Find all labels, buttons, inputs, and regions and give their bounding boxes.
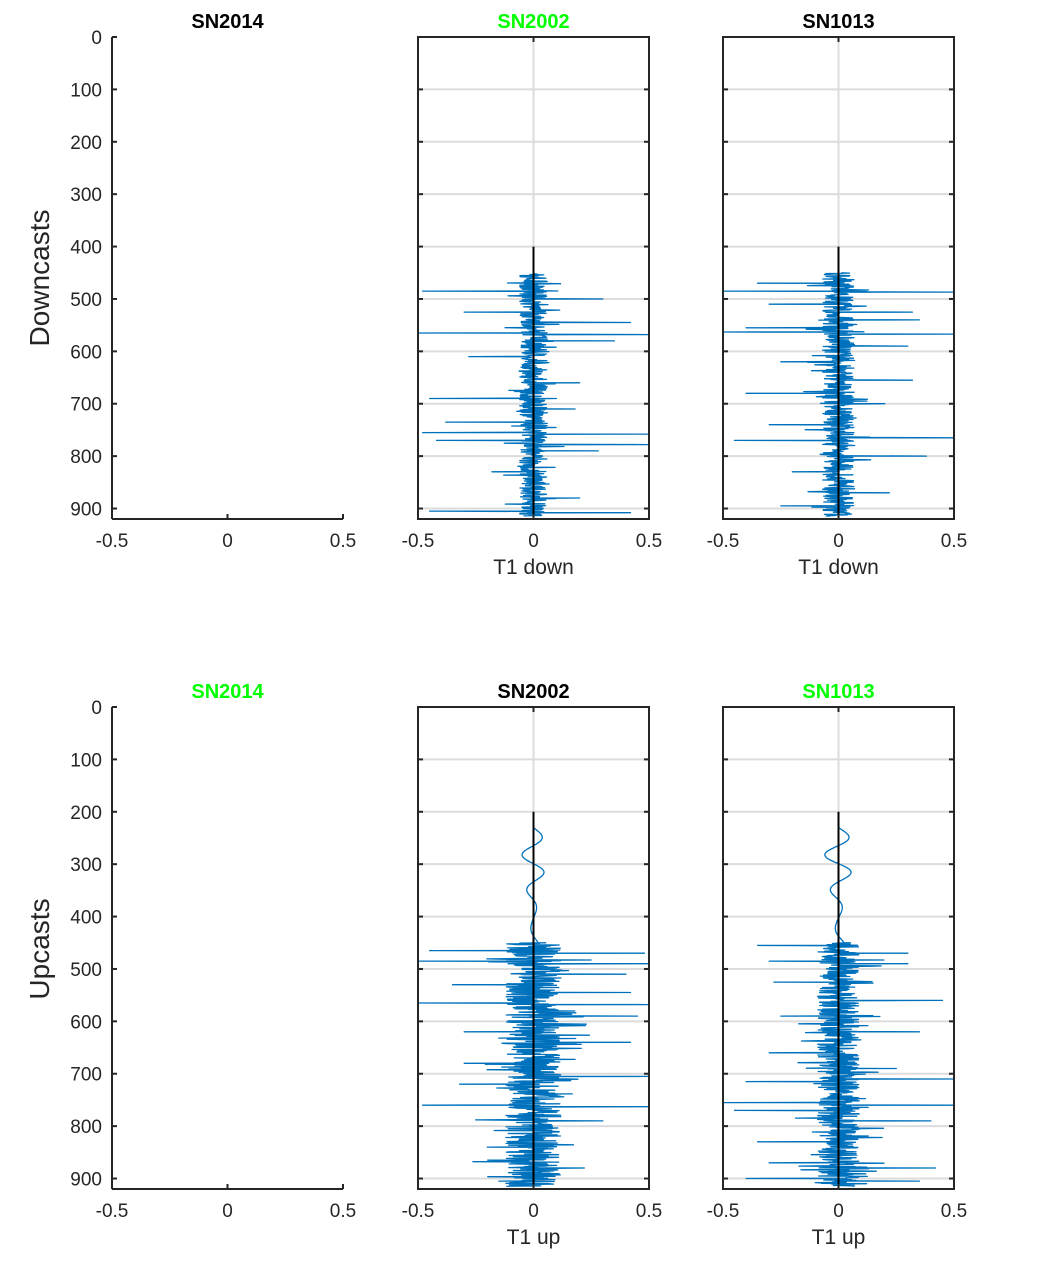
x-tick-label: 0 (222, 531, 233, 552)
panels: SN2014 0 100 200 300 400 500 600 700 800 900 -0.5 0 0… (70, 11, 967, 1249)
x-tick-label: -0.5 (707, 531, 740, 552)
y-tick-label: 900 (70, 1170, 102, 1191)
x-tick-label: -0.5 (402, 1201, 435, 1222)
row-label-upcasts: Upcasts (24, 898, 55, 999)
x-tick-label: 0.5 (330, 531, 356, 552)
panel-1-2: SN1013 -0.5 0 0.5 T1 up (707, 681, 968, 1249)
y-tick-label: 300 (70, 185, 102, 206)
panel-title: SN2002 (497, 11, 569, 33)
panel-0-1: SN2002 -0.5 0 0.5 T1 down (402, 11, 663, 579)
x-tick-label: 0 (222, 1201, 233, 1222)
panel-1-0: SN2014 0 100 200 300 400 500 600 700 800 900 -0.5 0 0… (70, 681, 356, 1222)
y-tick-label: 600 (70, 342, 102, 363)
x-tick-label: -0.5 (96, 531, 129, 552)
x-tick-label: 0 (528, 531, 539, 552)
x-tick-label: 0.5 (636, 531, 662, 552)
data-series-line (417, 827, 650, 1187)
y-tick-label: 100 (70, 750, 102, 771)
x-tick-label: 0.5 (941, 1201, 967, 1222)
panel-title: SN2014 (191, 681, 264, 703)
panel-title: SN2002 (497, 681, 569, 703)
x-tick-label: -0.5 (402, 531, 435, 552)
x-tick-label: 0 (833, 1201, 844, 1222)
panel-title: SN1013 (802, 11, 874, 33)
y-tick-label: 600 (70, 1012, 102, 1033)
y-tick-label: 900 (70, 500, 102, 521)
x-tick-label: 0 (833, 531, 844, 552)
x-tick-label: 0.5 (330, 1201, 356, 1222)
y-tick-label: 700 (70, 395, 102, 416)
y-tick-label: 200 (70, 803, 102, 824)
panel-title: SN1013 (802, 681, 874, 703)
y-tick-label: 500 (70, 960, 102, 981)
y-tick-label: 200 (70, 133, 102, 154)
data-series-line (417, 273, 650, 517)
y-tick-label: 500 (70, 290, 102, 311)
x-axis-label: T1 down (493, 556, 574, 579)
y-tick-label: 100 (70, 80, 102, 101)
y-tick-label: 300 (70, 855, 102, 876)
panel-0-0: SN2014 0 100 200 300 400 500 600 700 800 900 -0.5 0 0… (70, 11, 356, 552)
y-tick-label: 0 (91, 698, 102, 719)
x-tick-label: -0.5 (96, 1201, 129, 1222)
x-tick-label: 0.5 (941, 531, 967, 552)
y-tick-label: 0 (91, 28, 102, 49)
x-axis-label: T1 down (798, 556, 879, 579)
y-tick-label: 700 (70, 1065, 102, 1086)
panel-title: SN2014 (191, 11, 264, 33)
x-tick-label: 0.5 (636, 1201, 662, 1222)
y-tick-label: 800 (70, 1117, 102, 1138)
row-label-downcasts: Downcasts (24, 210, 55, 347)
x-axis-label: T1 up (812, 1226, 866, 1249)
x-tick-label: 0 (528, 1201, 539, 1222)
x-tick-label: -0.5 (707, 1201, 740, 1222)
x-axis-label: T1 up (507, 1226, 561, 1249)
y-tick-label: 400 (70, 238, 102, 259)
y-tick-label: 400 (70, 908, 102, 929)
panel-1-1: SN2002 -0.5 0 0.5 T1 up (402, 681, 663, 1249)
panel-0-2: SN1013 -0.5 0 0.5 T1 down (707, 11, 968, 579)
y-tick-label: 800 (70, 447, 102, 468)
